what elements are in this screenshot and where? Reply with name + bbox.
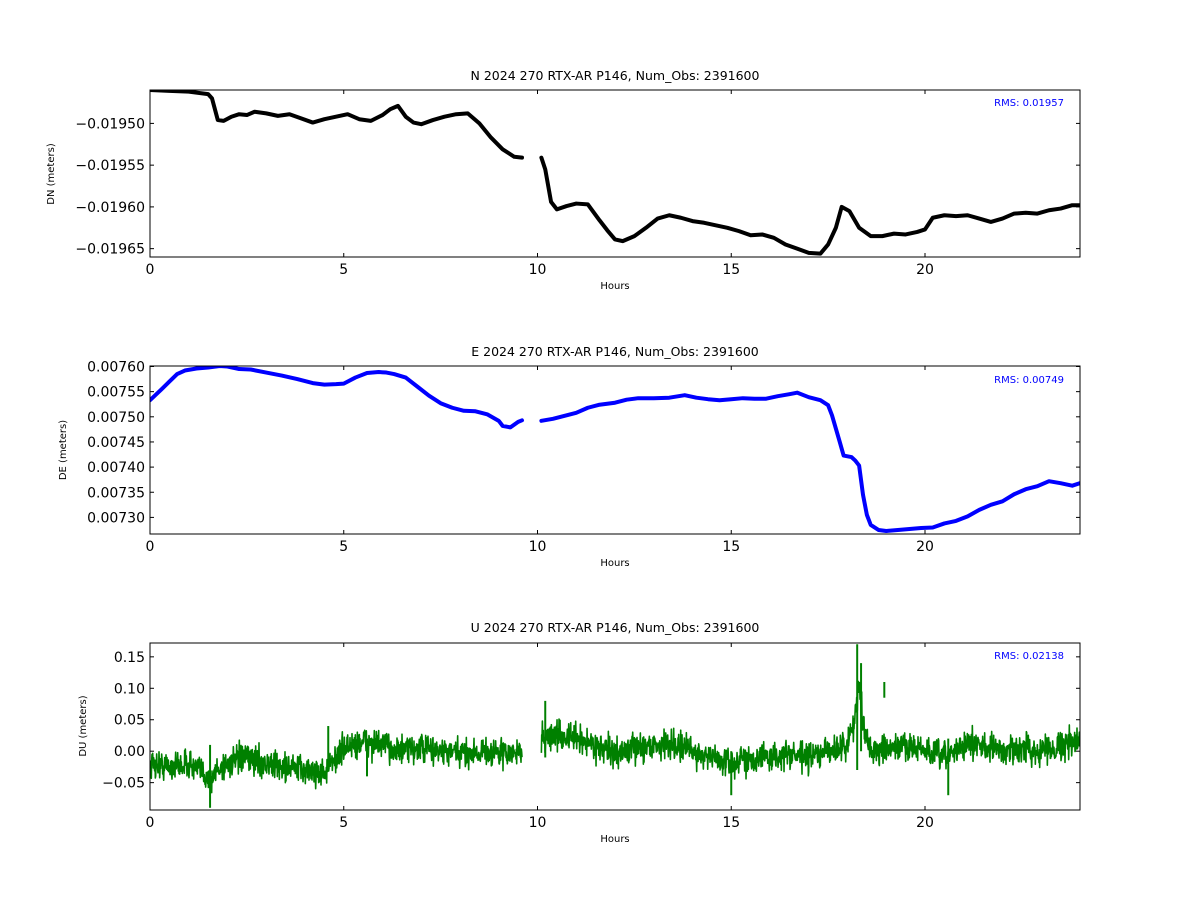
east-x-tick-label: 0 xyxy=(146,539,155,555)
east-plot-frame xyxy=(149,365,1081,535)
up-plot-frame xyxy=(149,642,1081,811)
up-x-tick-label: 10 xyxy=(529,815,547,831)
east-y-axis-label: DE (meters) xyxy=(58,420,69,480)
north-x-tick-label: 0 xyxy=(146,262,155,278)
east-y-tick-label: 0.00755 xyxy=(87,385,145,401)
up-y-axis-label: DU (meters) xyxy=(78,695,89,756)
north-data xyxy=(150,90,1080,256)
north-series-line-0 xyxy=(150,90,524,160)
east-y-tick-label: 0.00745 xyxy=(87,435,145,451)
east-x-axis-label: Hours xyxy=(600,558,629,569)
up-y-tick-label: 0.00 xyxy=(114,744,145,760)
east-x-tick-label: 15 xyxy=(722,539,740,555)
up-y-tick-label: 0.15 xyxy=(114,650,145,666)
east-y-tick-label: 0.00760 xyxy=(87,360,145,376)
north-y-tick-label: −0.01955 xyxy=(75,158,145,174)
up-x-tick-label: 20 xyxy=(916,815,934,831)
east-y-tick-label: 0.00750 xyxy=(87,410,145,426)
east-panel: E 2024 270 RTX-AR P146, Num_Obs: 2391600… xyxy=(58,344,1081,569)
north-x-tick-label: 20 xyxy=(916,262,934,278)
east-chart-title: E 2024 270 RTX-AR P146, Num_Obs: 2391600 xyxy=(471,344,759,359)
north-chart-title: N 2024 270 RTX-AR P146, Num_Obs: 2391600 xyxy=(471,68,760,83)
up-panel: U 2024 270 RTX-AR P146, Num_Obs: 2391600… xyxy=(78,620,1081,845)
north-y-tick-label: −0.01960 xyxy=(75,200,145,216)
north-x-tick-label: 10 xyxy=(529,262,547,278)
up-x-tick-label: 5 xyxy=(339,815,348,831)
north-x-tick-label: 5 xyxy=(339,262,348,278)
up-y-tick-label: −0.05 xyxy=(102,776,145,792)
east-series-line-0 xyxy=(150,366,524,430)
east-x-tick-label: 10 xyxy=(529,539,547,555)
up-series-line-1 xyxy=(540,680,1080,780)
east-y-tick-label: 0.00730 xyxy=(87,510,145,526)
north-series-line-1 xyxy=(539,155,1080,256)
up-y-tick-label: 0.10 xyxy=(114,681,145,697)
up-y-tick-label: 0.05 xyxy=(114,713,145,729)
north-y-tick-label: −0.01965 xyxy=(75,242,145,258)
up-chart-title: U 2024 270 RTX-AR P146, Num_Obs: 2391600 xyxy=(471,620,760,635)
east-series-line-1 xyxy=(539,390,1080,533)
up-x-axis-label: Hours xyxy=(600,834,629,845)
up-rms-annotation: RMS: 0.02138 xyxy=(994,651,1064,662)
up-x-tick-label: 0 xyxy=(146,815,155,831)
east-data xyxy=(150,366,1080,533)
north-y-axis-label: DN (meters) xyxy=(46,143,57,205)
north-y-tick-label: −0.01950 xyxy=(75,116,145,132)
east-y-tick-label: 0.00740 xyxy=(87,460,145,476)
up-data xyxy=(150,644,1080,808)
north-plot-frame xyxy=(149,89,1081,258)
up-x-tick-label: 15 xyxy=(722,815,740,831)
east-x-tick-label: 20 xyxy=(916,539,934,555)
north-rms-annotation: RMS: 0.01957 xyxy=(994,98,1064,109)
north-x-tick-label: 15 xyxy=(722,262,740,278)
up-series-line-0 xyxy=(150,729,523,794)
east-x-tick-label: 5 xyxy=(339,539,348,555)
east-y-tick-label: 0.00735 xyxy=(87,485,145,501)
east-rms-annotation: RMS: 0.00749 xyxy=(994,375,1064,386)
north-x-axis-label: Hours xyxy=(600,281,629,292)
north-panel: N 2024 270 RTX-AR P146, Num_Obs: 2391600… xyxy=(46,68,1081,292)
